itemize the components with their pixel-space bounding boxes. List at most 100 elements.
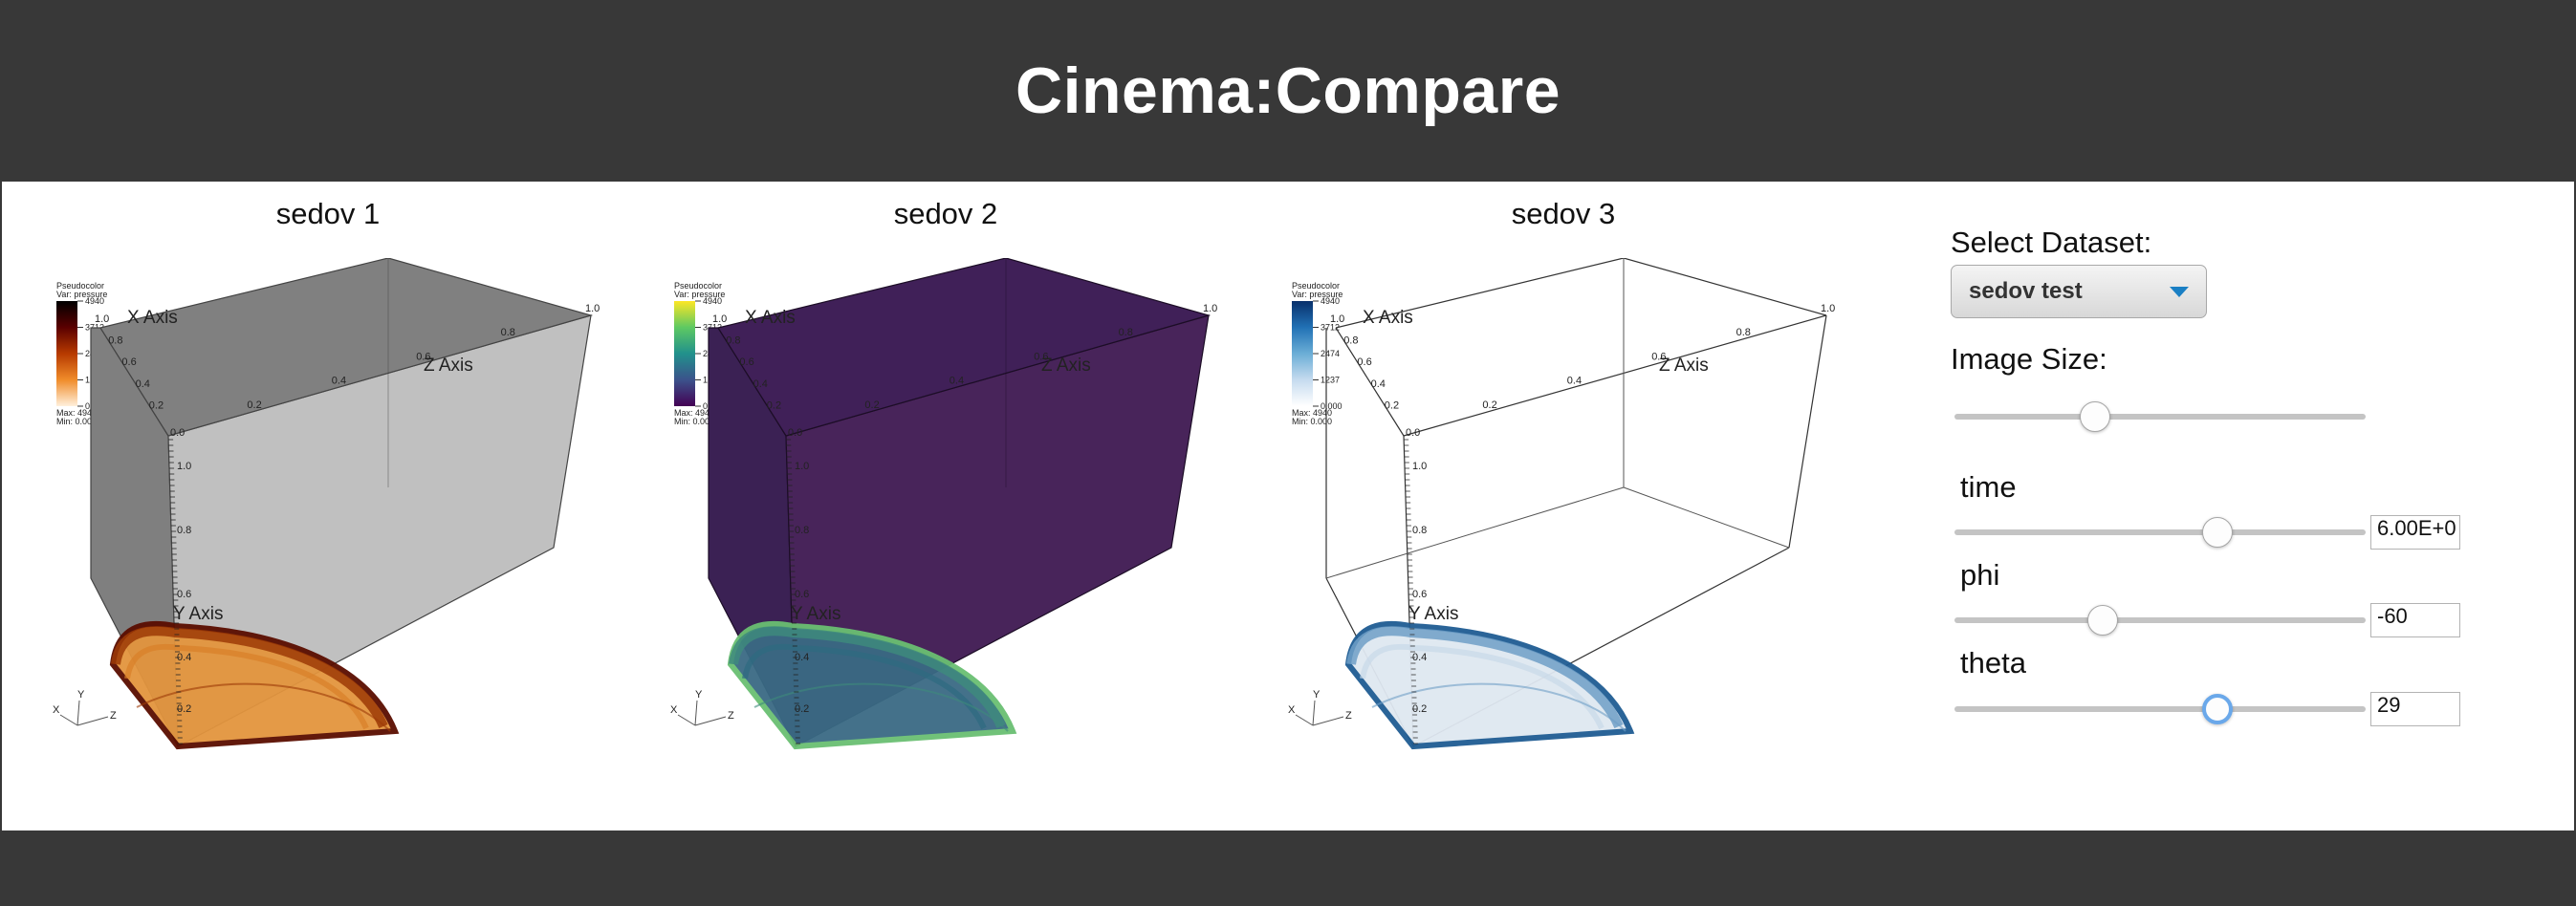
z-axis-tick-label: 0.4 <box>1567 376 1582 387</box>
legend-tick-label: 4940 <box>703 296 722 306</box>
legend-tick-label: 4940 <box>85 296 104 306</box>
legend-tick-label: 3712 <box>1321 323 1340 333</box>
legend-variable: Var: pressure <box>1292 290 1343 299</box>
cube-edge-hidden <box>1325 486 1625 579</box>
x-axis-tick-label: 0.2 <box>1385 399 1399 411</box>
triad-x-label: X <box>670 704 678 716</box>
theta-slider[interactable] <box>1954 693 2366 725</box>
legend-variable: Var: pressure <box>674 290 725 299</box>
legend-variable: Var: pressure <box>56 290 107 299</box>
legend-title: Pseudocolor <box>674 281 722 291</box>
y-axis-tick-label: 0.4 <box>1412 652 1427 663</box>
triad-z-label: Z <box>110 710 117 722</box>
frame-border-right <box>2574 182 2576 830</box>
legend-colorbar <box>56 301 77 406</box>
app-title: Cinema:Compare <box>1015 54 1561 127</box>
y-axis-title: Y Axis <box>173 604 223 624</box>
legend-tick-label: 0.000 <box>1321 401 1343 411</box>
x-axis-tick-label: 0.4 <box>1371 378 1386 390</box>
slider-thumb[interactable] <box>2080 401 2110 432</box>
slider-thumb[interactable] <box>2202 517 2233 548</box>
x-axis-tick-label: 0.6 <box>739 356 753 368</box>
z-axis-tick-label: 1.0 <box>1821 303 1835 314</box>
x-axis-tick-label: 1.0 <box>712 313 727 325</box>
x-axis-tick-label: 0.6 <box>1357 356 1371 368</box>
y-axis-tick-label: 0.8 <box>177 525 191 536</box>
y-axis-tick-label: 1.0 <box>795 461 809 472</box>
legend-min: Min: 0.000 <box>56 417 97 426</box>
x-axis-tick-label: 0.0 <box>170 427 185 439</box>
legend-max: Max: 4940 <box>674 408 714 418</box>
shock-shell <box>109 620 400 750</box>
theta-input[interactable]: 29 <box>2370 692 2460 726</box>
cube-face-top <box>99 258 594 437</box>
z-axis-tick-label: 0.6 <box>1034 351 1048 362</box>
phi-input[interactable]: -60 <box>2370 603 2460 637</box>
cube-edge <box>1335 258 1625 329</box>
orientation-triad: X Y Z <box>53 689 117 726</box>
x-axis-title: X Axis <box>127 308 178 328</box>
z-axis-tick-label: 0.8 <box>1736 327 1751 338</box>
view-title: sedov 1 <box>275 197 381 230</box>
image-size-label: Image Size: <box>1951 342 2107 376</box>
z-axis-tick-label: 0.2 <box>1482 399 1496 411</box>
slider-track <box>1954 414 2366 420</box>
z-axis-tick-label: 0.2 <box>864 399 879 411</box>
legend-tick-label: 1237 <box>1321 376 1340 385</box>
cube-edge-hidden <box>1623 486 1790 549</box>
x-axis-tick-label: 0.6 <box>121 356 136 368</box>
phi-slider[interactable] <box>1954 604 2366 636</box>
y-axis-tick-label: 0.4 <box>795 652 809 663</box>
time-input[interactable]: 6.00E+0 <box>2370 515 2460 550</box>
x-axis-tick-label: 0.8 <box>1343 335 1358 347</box>
x-axis-tick-label: 0.2 <box>767 399 781 411</box>
slider-thumb[interactable] <box>2087 605 2118 636</box>
y-axis-title: Y Axis <box>1408 604 1458 624</box>
slider-track <box>1954 617 2366 623</box>
z-axis-tick-label: 1.0 <box>1203 303 1217 314</box>
cube-edge <box>1403 314 1827 437</box>
legend-min: Min: 0.000 <box>1292 417 1332 426</box>
slider-thumb[interactable] <box>2202 694 2233 724</box>
y-axis-tick-label: 0.2 <box>1412 703 1427 715</box>
frame-border-left <box>0 182 2 830</box>
y-axis-tick-label: 1.0 <box>1412 461 1427 472</box>
triad-y-label: Y <box>695 689 703 701</box>
cube-edge <box>1788 314 1827 549</box>
app-footer <box>0 830 2576 906</box>
legend-min: Min: 0.000 <box>674 417 714 426</box>
legend-colorbar <box>1292 301 1313 406</box>
y-axis-title: Y Axis <box>791 604 840 624</box>
z-axis-title: Z Axis <box>1659 356 1709 376</box>
y-axis-tick-label: 0.6 <box>795 589 809 600</box>
legend-tick-label: 4940 <box>1321 296 1340 306</box>
dataset-label: Select Dataset: <box>1951 226 2152 259</box>
z-axis-tick-label: 0.4 <box>950 376 964 387</box>
x-axis-tick-label: 1.0 <box>1330 313 1344 325</box>
image-size-slider[interactable] <box>1954 400 2366 433</box>
y-axis-tick-label: 0.2 <box>795 703 809 715</box>
legend-max: Max: 4940 <box>1292 408 1332 418</box>
z-axis-tick-label: 1.0 <box>585 303 600 314</box>
slider-track <box>1954 706 2366 712</box>
time-slider[interactable] <box>1954 516 2366 549</box>
triad-x-label: X <box>53 704 60 716</box>
y-axis-tick-label: 0.2 <box>177 703 191 715</box>
z-axis-tick-label: 0.6 <box>416 351 430 362</box>
z-axis-title: Z Axis <box>1041 356 1091 376</box>
triad-x-label: X <box>1288 704 1296 716</box>
y-axis-tick-label: 0.6 <box>177 589 191 600</box>
x-axis-tick-label: 0.8 <box>108 335 122 347</box>
dataset-select[interactable]: sedov test <box>1951 265 2207 318</box>
chevron-down-icon <box>2170 287 2189 297</box>
legend-colorbar <box>674 301 695 406</box>
controls-panel: Select Dataset: sedov test Image Size: t… <box>1951 182 2486 830</box>
z-axis-tick-label: 0.6 <box>1651 351 1666 362</box>
x-axis-tick-label: 0.4 <box>136 378 150 390</box>
x-axis-tick-label: 0.8 <box>726 335 740 347</box>
triad-z-label: Z <box>1345 710 1352 722</box>
view-title: sedov 2 <box>893 197 998 230</box>
shock-shell <box>727 620 1017 750</box>
